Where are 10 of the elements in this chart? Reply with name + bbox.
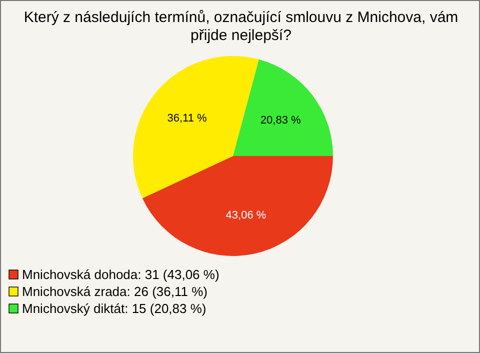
data-label: 43,06 % — [226, 210, 266, 222]
legend-label: Mnichovská dohoda: 31 (43,06 %) — [22, 267, 220, 282]
chart-title: Který z následujích termínů, označující smlouvu z Mnichova, vám přijde nejlepší? — [22, 9, 460, 45]
pie-slice — [233, 59, 333, 156]
data-label: 20,83 % — [260, 114, 301, 126]
legend-label: Mnichovský diktát: 15 (20,83 %) — [22, 301, 206, 316]
pie-slice — [142, 156, 333, 256]
legend-label: Mnichovská zrada: 26 (36,11 %) — [22, 284, 208, 299]
pie-slice — [133, 56, 259, 198]
data-label: 36,11 % — [167, 112, 208, 124]
